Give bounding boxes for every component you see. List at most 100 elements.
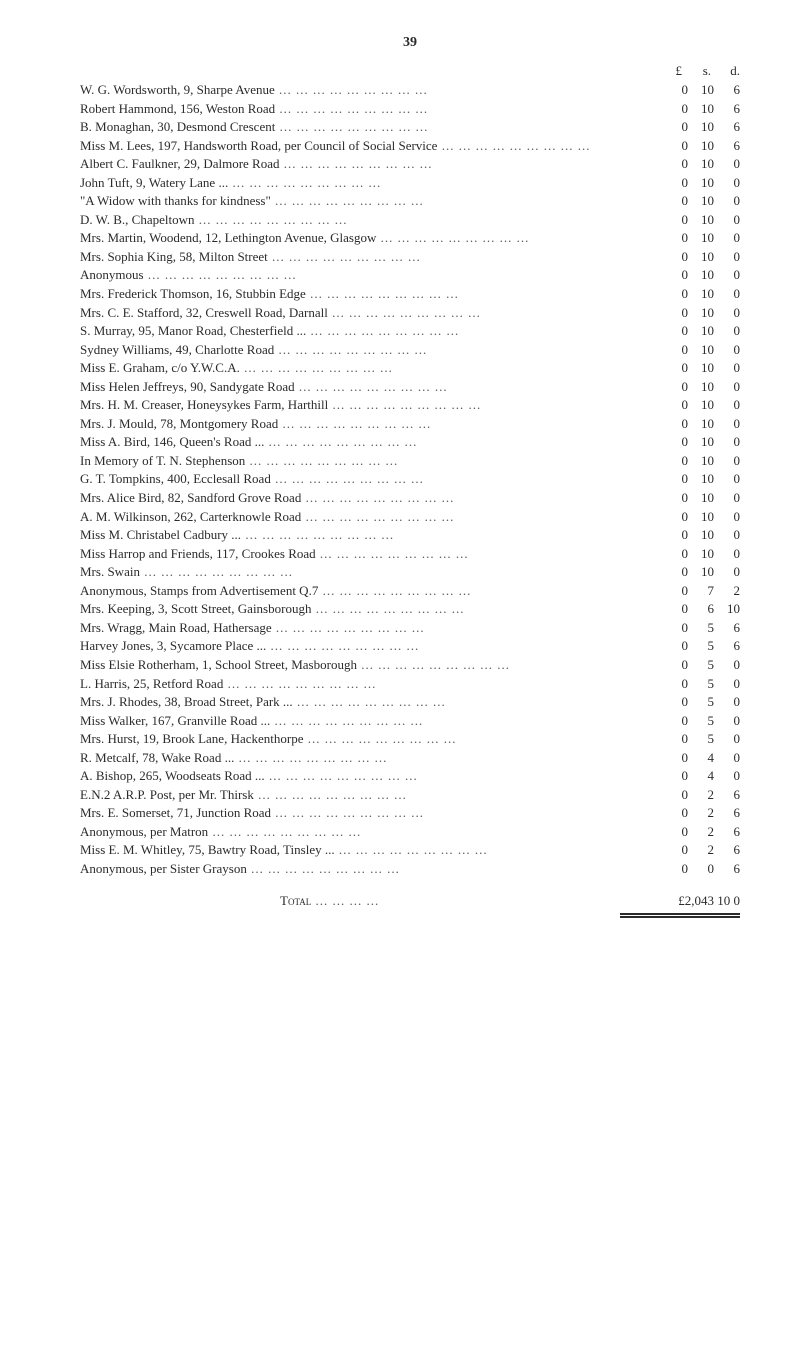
entry-shillings: 10 (688, 118, 714, 136)
entry-row: Mrs. Martin, Woodend, 12, Lethington Ave… (80, 229, 740, 247)
entry-description: "A Widow with thanks for kindness" (80, 192, 658, 210)
entry-description: John Tuft, 9, Watery Lane ... (80, 174, 658, 192)
entry-pounds: 0 (658, 508, 688, 526)
entry-pounds: 0 (658, 433, 688, 451)
entry-shillings: 6 (688, 600, 714, 618)
entry-shillings: 10 (688, 81, 714, 99)
entry-description: Robert Hammond, 156, Weston Road (80, 100, 658, 118)
header-pence: d. (716, 63, 740, 79)
entry-pence: 0 (714, 489, 740, 507)
entry-shillings: 5 (688, 619, 714, 637)
page-number: 39 (80, 35, 740, 51)
entry-description: Sydney Williams, 49, Charlotte Road (80, 341, 658, 359)
entry-shillings: 4 (688, 767, 714, 785)
entry-row: In Memory of T. N. Stephenson0100 (80, 452, 740, 470)
header-shillings: s. (687, 63, 711, 79)
entry-shillings: 0 (688, 860, 714, 878)
entry-pence: 6 (714, 137, 740, 155)
entry-row: Mrs. C. E. Stafford, 32, Creswell Road, … (80, 304, 740, 322)
entry-pounds: 0 (658, 693, 688, 711)
entry-description: Anonymous, per Matron (80, 823, 658, 841)
entry-pounds: 0 (658, 378, 688, 396)
entry-description: E.N.2 A.R.P. Post, per Mr. Thirsk (80, 786, 658, 804)
entry-pence: 0 (714, 211, 740, 229)
entry-row: Miss M. Lees, 197, Handsworth Road, per … (80, 137, 740, 155)
entry-row: L. Harris, 25, Retford Road050 (80, 675, 740, 693)
entry-shillings: 10 (688, 470, 714, 488)
entry-pounds: 0 (658, 322, 688, 340)
entry-shillings: 10 (688, 508, 714, 526)
entry-description: Miss Elsie Rotherham, 1, School Street, … (80, 656, 658, 674)
entry-pounds: 0 (658, 712, 688, 730)
entry-row: Miss Harrop and Friends, 117, Crookes Ro… (80, 545, 740, 563)
entry-row: Mrs. J. Rhodes, 38, Broad Street, Park .… (80, 693, 740, 711)
entry-row: Mrs. Keeping, 3, Scott Street, Gainsboro… (80, 600, 740, 618)
entry-description: Miss Helen Jeffreys, 90, Sandygate Road (80, 378, 658, 396)
entry-row: Mrs. Frederick Thomson, 16, Stubbin Edge… (80, 285, 740, 303)
entry-shillings: 10 (688, 359, 714, 377)
entry-shillings: 7 (688, 582, 714, 600)
entry-shillings: 10 (688, 452, 714, 470)
entry-description: Mrs. J. Mould, 78, Montgomery Road (80, 415, 658, 433)
entry-description: Albert C. Faulkner, 29, Dalmore Road (80, 155, 658, 173)
entry-description: B. Monaghan, 30, Desmond Crescent (80, 118, 658, 136)
entry-description: Mrs. Sophia King, 58, Milton Street (80, 248, 658, 266)
entry-description: W. G. Wordsworth, 9, Sharpe Avenue (80, 81, 658, 99)
entry-description: In Memory of T. N. Stephenson (80, 452, 658, 470)
entry-shillings: 10 (688, 137, 714, 155)
entry-row: E.N.2 A.R.P. Post, per Mr. Thirsk026 (80, 786, 740, 804)
entry-pounds: 0 (658, 155, 688, 173)
entry-pence: 0 (714, 229, 740, 247)
entry-pence: 6 (714, 823, 740, 841)
entry-pounds: 0 (658, 137, 688, 155)
entry-shillings: 10 (688, 211, 714, 229)
entry-pounds: 0 (658, 304, 688, 322)
entry-shillings: 10 (688, 285, 714, 303)
entry-pence: 6 (714, 619, 740, 637)
entry-row: Anonymous0100 (80, 266, 740, 284)
entry-shillings: 10 (688, 192, 714, 210)
entry-shillings: 10 (688, 526, 714, 544)
entry-row: Miss A. Bird, 146, Queen's Road ...0100 (80, 433, 740, 451)
entry-shillings: 10 (688, 378, 714, 396)
entry-pence: 0 (714, 266, 740, 284)
entry-row: Mrs. E. Somerset, 71, Junction Road026 (80, 804, 740, 822)
entry-pounds: 0 (658, 489, 688, 507)
entry-pounds: 0 (658, 174, 688, 192)
entry-pence: 6 (714, 804, 740, 822)
entry-pounds: 0 (658, 452, 688, 470)
entry-pounds: 0 (658, 396, 688, 414)
entry-pence: 0 (714, 675, 740, 693)
entry-pence: 0 (714, 359, 740, 377)
entry-shillings: 5 (688, 712, 714, 730)
entry-row: John Tuft, 9, Watery Lane ...0100 (80, 174, 740, 192)
entry-row: Harvey Jones, 3, Sycamore Place ...056 (80, 637, 740, 655)
entry-pence: 6 (714, 118, 740, 136)
entry-pence: 0 (714, 155, 740, 173)
entry-row: S. Murray, 95, Manor Road, Chesterfield … (80, 322, 740, 340)
entry-shillings: 2 (688, 786, 714, 804)
entry-description: A. M. Wilkinson, 262, Carterknowle Road (80, 508, 658, 526)
entry-shillings: 10 (688, 248, 714, 266)
entry-description: Mrs. Keeping, 3, Scott Street, Gainsboro… (80, 600, 658, 618)
entry-pounds: 0 (658, 600, 688, 618)
entry-pence: 2 (714, 582, 740, 600)
total-row: Total £2,043 10 0 (80, 892, 740, 910)
entry-description: Mrs. Martin, Woodend, 12, Lethington Ave… (80, 229, 658, 247)
entry-shillings: 10 (688, 433, 714, 451)
entry-pounds: 0 (658, 841, 688, 859)
total-amount: £2,043 10 0 (620, 892, 740, 910)
entry-description: S. Murray, 95, Manor Road, Chesterfield … (80, 322, 658, 340)
entry-row: Mrs. Sophia King, 58, Milton Street0100 (80, 248, 740, 266)
entry-row: Mrs. Swain0100 (80, 563, 740, 581)
entry-row: Albert C. Faulkner, 29, Dalmore Road0100 (80, 155, 740, 173)
entry-pence: 0 (714, 470, 740, 488)
entry-description: Mrs. C. E. Stafford, 32, Creswell Road, … (80, 304, 658, 322)
entry-pence: 0 (714, 526, 740, 544)
entry-description: Miss E. Graham, c/o Y.W.C.A. (80, 359, 658, 377)
entry-description: A. Bishop, 265, Woodseats Road ... (80, 767, 658, 785)
entry-description: Mrs. Hurst, 19, Brook Lane, Hackenthorpe (80, 730, 658, 748)
entry-row: Miss M. Christabel Cadbury ...0100 (80, 526, 740, 544)
entry-description: R. Metcalf, 78, Wake Road ... (80, 749, 658, 767)
entry-shillings: 2 (688, 823, 714, 841)
